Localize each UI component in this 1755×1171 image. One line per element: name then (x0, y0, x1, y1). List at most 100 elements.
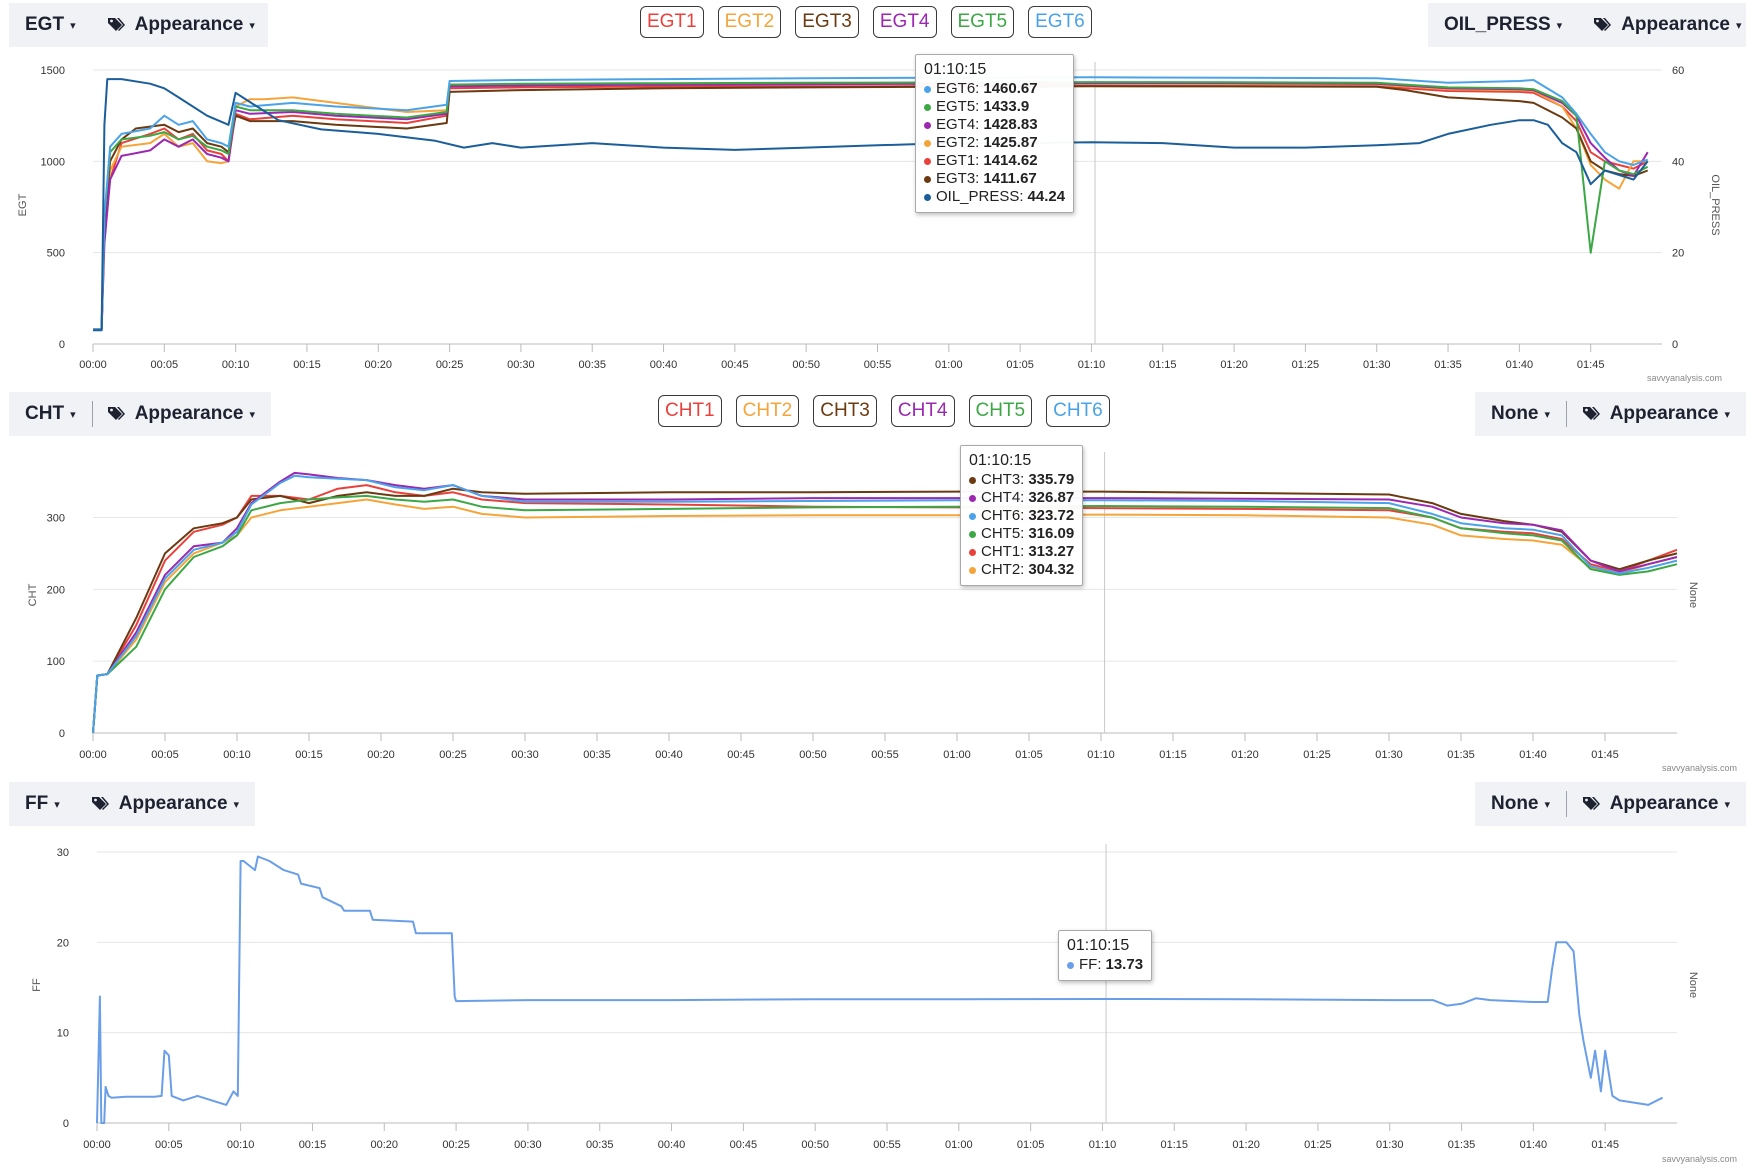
cht-left-toolbar: CHT ▾ Appearance ▾ (9, 392, 271, 436)
x-tick-label: 00:10 (222, 359, 250, 371)
y2-tick-label: 0 (1672, 339, 1678, 351)
x-tick-label: 01:25 (1303, 749, 1331, 761)
series-dot-icon (924, 175, 931, 183)
tooltip-row: CHT4: 326.87 (969, 489, 1074, 507)
legend-cht1[interactable]: CHT1 (658, 395, 722, 427)
legend-cht4[interactable]: CHT4 (890, 395, 955, 427)
series-dot-icon (969, 566, 976, 574)
series-line-oil_press (93, 78, 1649, 332)
legend-egt4[interactable]: EGT4 (872, 6, 937, 38)
ff-right-series-dropdown[interactable]: None ▾ (1475, 793, 1566, 815)
series-dot-icon (1067, 961, 1074, 969)
cht-right-series-dropdown[interactable]: None ▾ (1475, 403, 1566, 425)
x-tick-label: 00:15 (293, 359, 321, 371)
tooltip-row: EGT5: 1433.9 (924, 98, 1065, 116)
tooltip-series-name: CHT2: (981, 561, 1025, 578)
tooltip-series-value: 44.24 (1027, 188, 1066, 205)
series-dot-icon (969, 512, 976, 520)
tooltip-series-value: 1411.67 (983, 170, 1037, 187)
x-tick-label: 00:45 (727, 749, 755, 761)
x-tick-label: 01:45 (1577, 359, 1605, 371)
x-tick-label: 00:40 (650, 359, 678, 371)
tooltip-series-value: 1414.62 (983, 152, 1038, 169)
x-tick-label: 01:20 (1232, 1139, 1260, 1151)
ff-right-toolbar: None ▾ Appearance ▾ (1475, 782, 1746, 826)
series-line-ff (96, 855, 1664, 1124)
x-tick-label: 00:10 (227, 1139, 255, 1151)
x-tick-label: 00:15 (299, 1139, 327, 1151)
cht-right-appearance-dropdown[interactable]: Appearance ▾ (1567, 403, 1746, 425)
y-tick-label: 100 (47, 656, 65, 668)
x-tick-label: 01:40 (1506, 359, 1534, 371)
legend-egt6[interactable]: EGT6 (1028, 6, 1092, 38)
tooltip-series-name: FF: (1079, 956, 1102, 973)
tooltip-series-value: 1425.87 (983, 134, 1038, 151)
x-tick-label: 00:10 (223, 749, 251, 761)
chevron-down-icon: ▾ (1556, 19, 1563, 32)
x-tick-label: 00:00 (79, 749, 107, 761)
legend-egt1[interactable]: EGT1 (640, 6, 704, 38)
legend-cht2[interactable]: CHT2 (735, 395, 800, 427)
y-tick-label: 10 (57, 1028, 69, 1040)
y-tick-label: 500 (47, 248, 65, 260)
tooltip-series-name: CHT1: (981, 543, 1025, 560)
tooltip-series-name: EGT3: (936, 170, 980, 187)
cht-tooltip: 01:10:15 CHT3: 335.79 CHT4: 326.87 CHT6: 323.… (960, 445, 1084, 586)
x-tick-label: 01:00 (943, 749, 971, 761)
legend-egt2[interactable]: EGT2 (717, 6, 782, 38)
x-tick-label: 00:35 (586, 1139, 614, 1151)
egt-right-appearance-dropdown[interactable]: Appearance ▾ (1578, 14, 1755, 36)
x-tick-label: 00:20 (371, 1139, 399, 1151)
series-line-egt2 (93, 82, 1648, 331)
x-tick-label: 01:15 (1161, 1139, 1189, 1151)
y2-tick-label: 40 (1672, 156, 1684, 168)
tooltip-time: 01:10:15 (969, 452, 1032, 469)
egt-right-series-dropdown[interactable]: OIL_PRESS ▾ (1428, 14, 1578, 36)
ff-panel: FF ▾ Appearance ▾ None ▾ Appearance ▾ 0 10 20 3… (0, 780, 1755, 1171)
x-tick-label: 00:30 (514, 1139, 542, 1151)
tooltip-row: EGT3: 1411.67 (924, 170, 1065, 188)
ff-chart[interactable]: 0 10 20 30 00:00 00:05 00:10 00:15 00:20 00:25 00:… (0, 780, 1755, 1171)
series-dot-icon (924, 139, 931, 147)
cht-series-dropdown[interactable]: CHT ▾ (9, 403, 92, 425)
legend-egt3[interactable]: EGT3 (795, 6, 859, 38)
x-tick-label: 00:05 (155, 1139, 183, 1151)
cht-appearance-dropdown[interactable]: Appearance ▾ (92, 403, 271, 425)
y-tick-label: 20 (57, 937, 69, 949)
legend-cht3[interactable]: CHT3 (813, 395, 877, 427)
chevron-down-icon: ▾ (70, 19, 76, 32)
x-tick-label: 01:35 (1448, 1139, 1476, 1151)
x-tick-label: 00:35 (583, 749, 611, 761)
watermark: savvyanalysis.com (1647, 373, 1722, 383)
legend-egt5[interactable]: EGT5 (950, 6, 1015, 38)
x-tick-label: 01:15 (1149, 359, 1177, 371)
cht-chart[interactable]: 0 100 200 300 00:00 00:05 00:10 00:15 00:20 00:25… (0, 390, 1755, 780)
x-tick-label: 00:50 (801, 1139, 829, 1151)
chevron-down-icon: ▾ (249, 19, 255, 32)
egt-series-dropdown[interactable]: EGT ▾ (9, 14, 92, 36)
tags-icon (1582, 407, 1600, 420)
egt-appearance-dropdown[interactable]: Appearance ▾ (92, 14, 271, 36)
tooltip-row: CHT5: 316.09 (969, 525, 1074, 543)
series-line-egt3 (93, 85, 1649, 331)
y-axis-title: FF (31, 978, 43, 992)
x-tick-label: 01:20 (1231, 749, 1259, 761)
ff-right-appearance-dropdown[interactable]: Appearance ▾ (1567, 793, 1746, 815)
ff-series-dropdown[interactable]: FF ▾ (9, 793, 76, 815)
chevron-down-icon: ▾ (233, 798, 240, 811)
legend-cht5[interactable]: CHT5 (968, 395, 1033, 427)
tooltip-series-value: 316.09 (1028, 525, 1075, 542)
appearance-label: Appearance (134, 403, 244, 424)
tags-icon (107, 18, 125, 31)
legend-cht6[interactable]: CHT6 (1046, 395, 1110, 427)
x-tick-label: 01:00 (945, 1139, 973, 1151)
x-tick-label: 00:55 (871, 749, 899, 761)
y-tick-label: 1500 (41, 65, 65, 77)
egt-legend: EGT1 EGT2 EGT3 EGT4 EGT5 EGT6 (640, 6, 1092, 38)
cht-panel: CHT ▾ Appearance ▾ CHT1 CHT2 CHT3 CHT4 CHT… (0, 390, 1755, 780)
ff-appearance-dropdown[interactable]: Appearance ▾ (76, 793, 255, 815)
tooltip-series-value: 326.87 (1028, 489, 1075, 506)
cht-series-label: CHT (25, 403, 65, 424)
egt-chart[interactable]: 0 500 1000 1500 0 20 40 60 00:00 00:05 00:10 00:15 0… (0, 0, 1755, 390)
x-tick-label: 00:00 (83, 1139, 111, 1151)
